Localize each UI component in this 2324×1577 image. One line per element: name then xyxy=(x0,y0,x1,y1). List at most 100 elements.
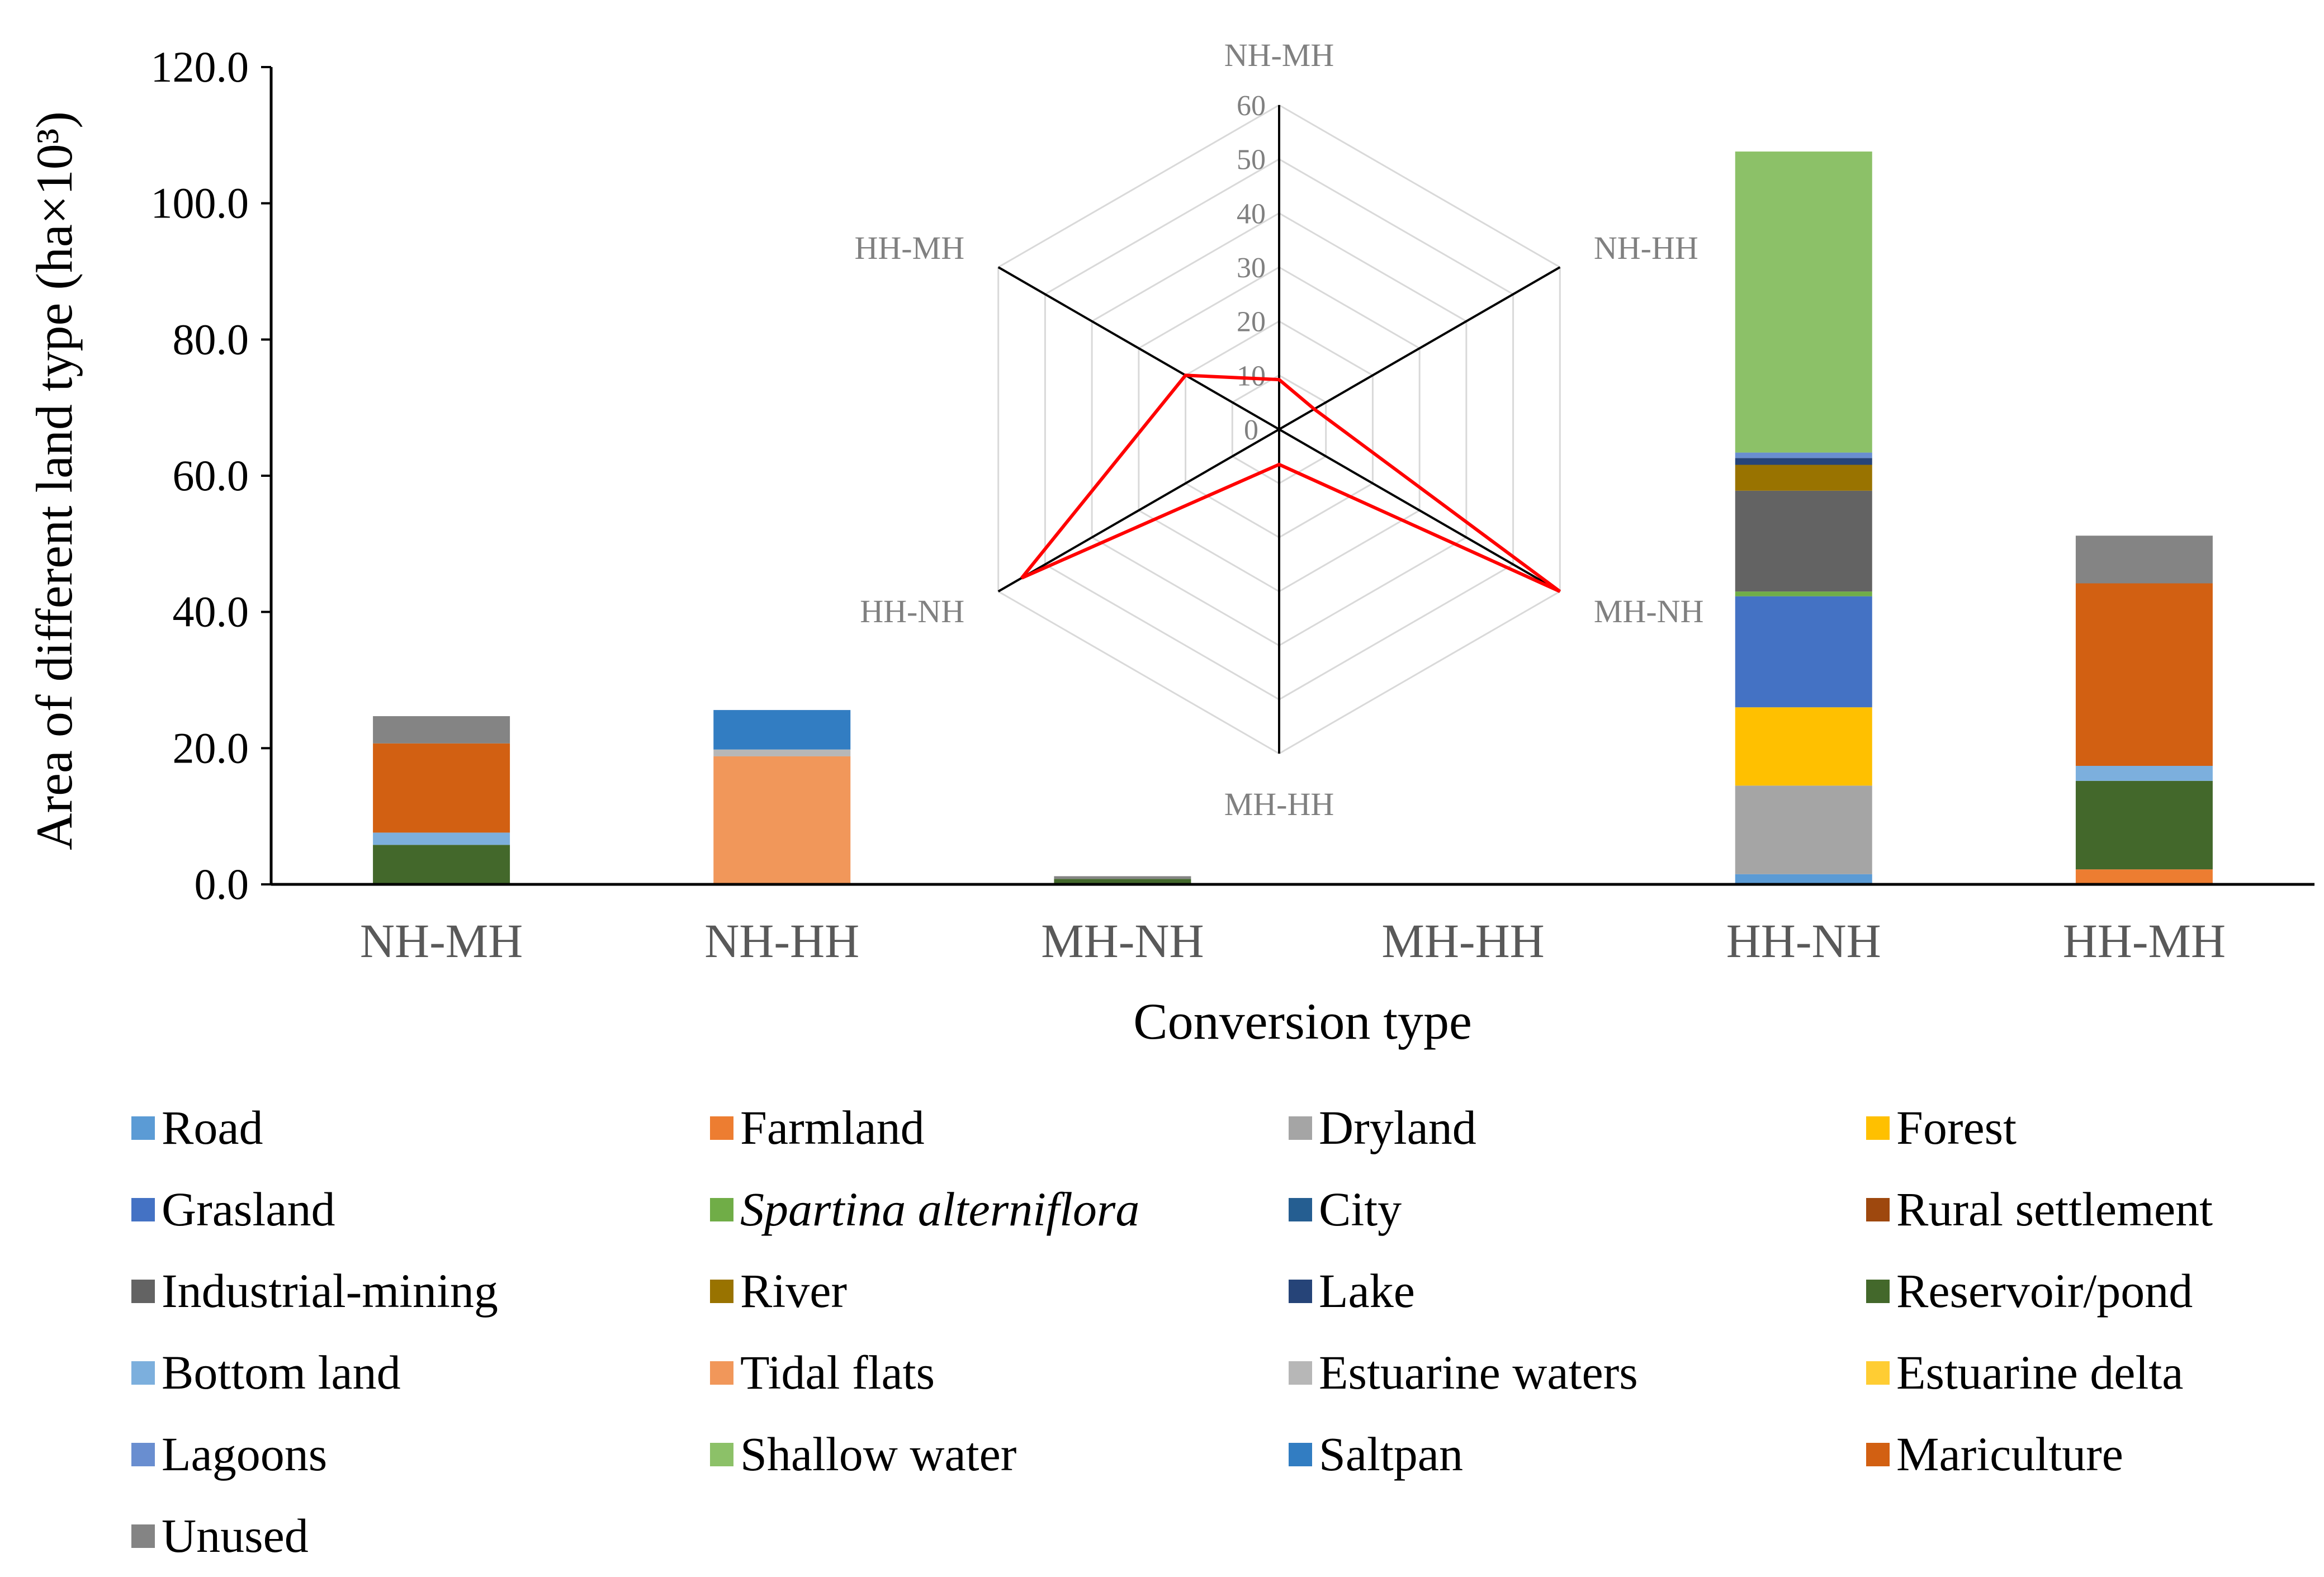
radar-tick-label: 40 xyxy=(1237,198,1266,230)
x-tick-label: NH-MH xyxy=(360,914,523,968)
legend-swatch xyxy=(1289,1280,1312,1303)
legend-swatch xyxy=(131,1280,155,1303)
legend-swatch xyxy=(710,1280,733,1303)
legend-item: Lagoons xyxy=(131,1427,327,1481)
y-tick-label: 0.0 xyxy=(195,860,249,908)
radar-axis-label: NH-MH xyxy=(1224,37,1334,73)
legend-item: Tidal flats xyxy=(710,1346,935,1399)
radar-spoke xyxy=(1278,266,1561,430)
legend-swatch xyxy=(710,1116,733,1140)
radar-series-line xyxy=(1020,373,1561,593)
legend-item: Grasland xyxy=(131,1182,335,1236)
legend-item: Road xyxy=(131,1101,263,1154)
legend-label: Unused xyxy=(162,1509,309,1562)
radar-axis-label: MH-NH xyxy=(1594,593,1704,629)
bar-series xyxy=(373,151,2213,884)
radar-spoke xyxy=(997,266,1280,430)
radar-spokes xyxy=(997,105,1561,754)
legend-item: Unused xyxy=(131,1509,309,1562)
bar-segment-unused xyxy=(2075,536,2213,584)
bar-segment-spartina-alterniflora xyxy=(1735,591,1872,596)
legend-swatch xyxy=(131,1116,155,1140)
bar-segment-saltpan xyxy=(713,710,851,750)
radar-axis-label: HH-NH xyxy=(860,593,964,629)
legend-item: Shallow water xyxy=(710,1427,1016,1481)
legend-label: Estuarine waters xyxy=(1319,1346,1638,1399)
radar-tick-label: 50 xyxy=(1237,144,1266,176)
legend-swatch xyxy=(1866,1116,1890,1140)
legend-item: Forest xyxy=(1866,1101,2017,1154)
legend-swatch xyxy=(1866,1443,1890,1466)
legend-label: Lagoons xyxy=(162,1427,327,1481)
legend-item: Industrial-mining xyxy=(131,1264,498,1318)
legend-item: City xyxy=(1289,1182,1402,1236)
x-tick-label: MH-HH xyxy=(1381,914,1544,968)
legend-label: Industrial-mining xyxy=(162,1264,498,1318)
legend-label: River xyxy=(740,1264,847,1318)
bar-segment-farmland xyxy=(2075,869,2213,884)
bar-segment-reservoir-pond xyxy=(1054,879,1191,884)
legend-swatch xyxy=(1866,1361,1890,1385)
bar-segment-estuarine-waters xyxy=(713,749,851,756)
bar-segment-reservoir-pond xyxy=(373,845,510,884)
legend-swatch xyxy=(710,1198,733,1221)
legend-item: Dryland xyxy=(1289,1101,1476,1154)
legend-swatch xyxy=(131,1524,155,1548)
legend-label: Road xyxy=(162,1101,263,1154)
legend-item: Lake xyxy=(1289,1264,1415,1318)
radar-axis-label: HH-MH xyxy=(855,230,965,266)
legend: Road Farmland Dryland Forest Grasland Spartin… xyxy=(131,1101,2213,1562)
legend-item: Farmland xyxy=(710,1101,925,1154)
legend-label: Estuarine delta xyxy=(1896,1346,2183,1399)
legend-label: Lake xyxy=(1319,1264,1415,1318)
bar-segment-river xyxy=(1735,465,1872,491)
legend-item: Spartina alterniflora xyxy=(710,1182,1139,1236)
legend-swatch xyxy=(710,1361,733,1385)
y-axis-title: Area of different land type (ha×10³) xyxy=(26,111,83,850)
y-axis-ticks: 0.0 20.0 40.0 60.0 80.0 100.0 120.0 xyxy=(151,42,271,908)
bar-segment-road xyxy=(1735,874,1872,884)
legend-label: Rural settlement xyxy=(1896,1182,2213,1236)
x-axis-title: Conversion type xyxy=(1133,993,1472,1050)
bar-segment-lagoons xyxy=(1735,452,1872,458)
legend-label: City xyxy=(1319,1182,1402,1236)
legend-item: Estuarine waters xyxy=(1289,1346,1638,1399)
y-tick-label: 80.0 xyxy=(173,315,249,363)
x-tick-label: MH-NH xyxy=(1041,914,1204,968)
legend-label: Bottom land xyxy=(162,1346,401,1399)
radar-tick-label: 20 xyxy=(1237,306,1266,338)
legend-swatch xyxy=(131,1361,155,1385)
legend-label: Spartina alterniflora xyxy=(740,1182,1139,1236)
legend-label: Tidal flats xyxy=(740,1346,935,1399)
y-tick-label: 120.0 xyxy=(151,42,249,91)
legend-label: Forest xyxy=(1896,1101,2017,1154)
bar-segment-bottom-land xyxy=(2075,766,2213,781)
legend-item: Bottom land xyxy=(131,1346,401,1399)
legend-item: River xyxy=(710,1264,847,1318)
bar-segment-mariculture xyxy=(2075,583,2213,766)
legend-label: Mariculture xyxy=(1896,1427,2123,1481)
legend-swatch xyxy=(131,1198,155,1221)
legend-item: Estuarine delta xyxy=(1866,1346,2183,1399)
legend-label: Dryland xyxy=(1319,1101,1476,1154)
legend-label: Saltpan xyxy=(1319,1427,1463,1481)
legend-swatch xyxy=(710,1443,733,1466)
bar-segment-tidal-flats xyxy=(713,756,851,884)
x-tick-label: HH-MH xyxy=(2063,914,2226,968)
legend-item: Saltpan xyxy=(1289,1427,1463,1481)
radar-spoke xyxy=(1278,428,1561,593)
legend-item: Rural settlement xyxy=(1866,1182,2213,1236)
radar-axis-label: MH-HH xyxy=(1224,786,1334,822)
bar-segment-shallow-water xyxy=(1735,151,1872,453)
bar-segment-lake xyxy=(1735,458,1872,465)
legend-label: Farmland xyxy=(740,1101,925,1154)
bar-segment-reservoir-pond xyxy=(2075,780,2213,870)
radar-spoke xyxy=(997,428,1280,593)
x-axis-tick-labels: NH-MH NH-HH MH-NH MH-HH HH-NH HH-MH xyxy=(360,914,2226,968)
legend-label: Grasland xyxy=(162,1182,335,1236)
radar-tick-label: 10 xyxy=(1237,360,1266,392)
y-tick-label: 40.0 xyxy=(173,588,249,636)
legend-swatch xyxy=(1866,1280,1890,1303)
radar-tick-labels: 0 10 20 30 40 50 60 xyxy=(1237,90,1266,446)
